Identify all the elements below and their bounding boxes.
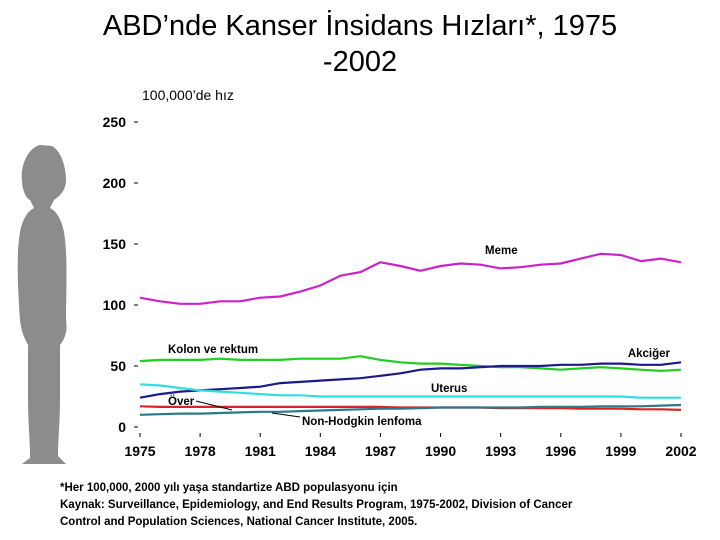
series-label-uterus: Uterus: [431, 383, 467, 395]
title-line-1: ABD’nde Kanser İnsidans Hızları*, 1975: [102, 10, 618, 42]
series-label-akciger: Akciğer: [628, 348, 671, 360]
x-tick-label: 1993: [485, 443, 516, 459]
series-line-uterus: [139, 383, 681, 399]
series-line-akciger: [139, 361, 682, 399]
x-tick-label: 1990: [425, 443, 456, 459]
series-line-non-hodgkin-lenfoma: [139, 403, 682, 416]
x-tick-label: 1996: [545, 443, 576, 459]
footnote-line-3: Control and Population Sciences, Nationa…: [60, 516, 418, 528]
page-title: ABD’nde Kanser İnsidans Hızları*, 1975 -…: [40, 8, 680, 80]
title-line-2: -2002: [322, 46, 398, 78]
leader-line-non-hodgkin-lenfoma: [271, 412, 301, 418]
woman-silhouette-icon: [17, 145, 67, 464]
footnote-line-1: *Her 100,000, 2000 yılı yaşa standartize…: [60, 482, 398, 494]
x-tick-label: 1984: [305, 443, 336, 459]
incidence-line-chart: 0 50 100 150 200 250 1975 1978 1981 1984 1987 1990 1…: [17, 114, 697, 464]
x-tick-label: 1987: [365, 443, 396, 459]
y-tick-label: 200: [103, 175, 127, 191]
chart-axes: 0 50 100 150 200 250 1975 1978 1981 1984 1987 1990 1…: [103, 114, 697, 459]
x-tick-label: 1999: [605, 443, 636, 459]
series-line-meme: [139, 252, 682, 305]
x-tick-label: 1981: [245, 443, 276, 459]
series-labels: Meme Kolon ve rektum Akciğer Uterus Över Non-…: [168, 245, 671, 428]
y-tick-label: 100: [103, 297, 127, 313]
leader-line-over: [195, 400, 233, 411]
y-tick-label: 50: [110, 358, 126, 374]
y-tick-label: 150: [103, 236, 127, 252]
y-tick-label: 0: [118, 419, 126, 435]
series-label-over: Över: [168, 395, 195, 408]
series-label-meme: Meme: [485, 245, 518, 257]
x-tick-label: 1978: [185, 443, 216, 459]
series-label-non-hodgkin-lenfoma: Non-Hodgkin lenfoma: [302, 416, 422, 428]
footnote: *Her 100,000, 2000 yılı yaşa standartize…: [60, 480, 710, 531]
footnote-line-2: Kaynak: Surveillance, Epidemiology, and …: [60, 499, 573, 511]
y-tick-label: 250: [103, 114, 127, 130]
y-axis-label: 100,000’de hız: [142, 87, 234, 103]
series-line-kolon-ve-rektum: [139, 355, 682, 372]
x-tick-label: 2002: [665, 443, 696, 459]
series-label-kolon-ve-rektum: Kolon ve rektum: [168, 344, 258, 356]
x-tick-label: 1975: [124, 443, 155, 459]
series-lines: [139, 252, 682, 416]
